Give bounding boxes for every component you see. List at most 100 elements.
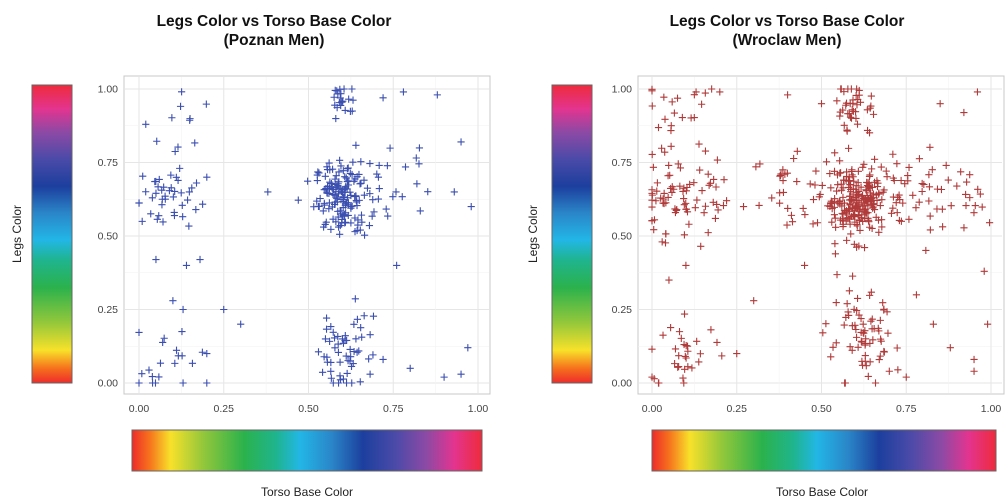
y-tick-label: 0.00: [98, 378, 119, 390]
data-point: [648, 345, 656, 353]
data-point: [319, 207, 327, 215]
data-point: [314, 348, 323, 356]
data-point: [970, 367, 978, 375]
data-point: [341, 106, 349, 114]
data-point: [135, 328, 143, 337]
data-point: [867, 288, 875, 296]
data-point: [365, 355, 373, 363]
data-point: [926, 226, 934, 234]
data-point: [664, 193, 672, 202]
data-point: [844, 308, 852, 316]
data-point: [334, 348, 343, 356]
x-tick-label: 1.00: [468, 403, 489, 415]
data-point: [365, 221, 374, 230]
data-point: [828, 218, 836, 226]
data-point: [374, 173, 383, 181]
data-point: [160, 334, 168, 342]
data-point: [830, 167, 839, 175]
data-point: [980, 267, 988, 275]
data-point: [793, 177, 801, 186]
data-point: [680, 310, 689, 318]
data-point: [203, 379, 211, 387]
data-point: [682, 342, 690, 350]
data-point: [155, 212, 163, 220]
x-colorbar: [651, 429, 997, 472]
data-point: [866, 358, 874, 366]
data-point: [868, 224, 876, 233]
data-point: [192, 206, 200, 214]
data-point: [842, 210, 851, 218]
data-point: [179, 213, 187, 221]
data-point: [781, 170, 789, 178]
data-point: [336, 156, 344, 164]
data-point: [985, 219, 994, 227]
data-point: [330, 93, 338, 101]
data-point: [648, 85, 656, 93]
data-point: [354, 216, 362, 224]
data-point: [331, 344, 339, 352]
data-point: [172, 173, 180, 181]
data-point: [809, 195, 818, 204]
data-point: [341, 218, 350, 226]
data-point: [369, 312, 378, 320]
data-point: [878, 216, 886, 224]
data-point: [375, 184, 383, 193]
data-point: [352, 141, 360, 149]
data-point: [812, 167, 820, 175]
data-point: [328, 203, 336, 211]
data-point: [837, 85, 845, 93]
data-point: [893, 209, 901, 217]
data-point: [827, 353, 835, 361]
data-point: [857, 199, 865, 207]
data-point: [858, 338, 866, 346]
data-point: [356, 180, 364, 188]
data-point: [851, 321, 859, 329]
data-point: [837, 186, 846, 194]
data-point: [665, 161, 673, 169]
data-point: [329, 328, 337, 336]
data-point: [351, 228, 359, 236]
data-point: [811, 181, 819, 189]
data-point: [970, 209, 978, 217]
data-point: [681, 352, 689, 361]
data-point: [649, 163, 657, 171]
data-point: [415, 144, 424, 152]
data-point: [691, 204, 699, 212]
y-tick-label: 0.50: [612, 231, 633, 243]
data-point: [878, 196, 886, 204]
data-point: [237, 320, 245, 328]
data-point: [698, 186, 706, 195]
data-point: [698, 100, 706, 108]
y-tick-label: 0.75: [612, 157, 633, 169]
data-point: [857, 183, 865, 191]
data-point: [648, 191, 657, 199]
data-point: [697, 242, 705, 250]
data-point: [375, 161, 383, 170]
data-point: [852, 182, 860, 190]
data-point: [148, 379, 157, 387]
data-point: [926, 143, 934, 151]
data-point: [966, 194, 974, 202]
data-point: [667, 324, 675, 332]
data-point: [356, 378, 364, 386]
data-point: [360, 176, 368, 184]
data-point: [750, 297, 758, 305]
data-point: [341, 201, 349, 209]
data-point: [864, 179, 872, 187]
data-point: [829, 343, 837, 351]
data-point: [346, 107, 354, 115]
data-point: [353, 201, 361, 210]
data-point: [174, 143, 182, 151]
data-point: [152, 189, 160, 197]
data-point: [877, 337, 885, 345]
data-point: [880, 348, 888, 356]
data-point: [360, 191, 368, 199]
data-point: [856, 226, 864, 235]
data-point: [350, 177, 358, 185]
y-axis-label: Legs Color: [10, 205, 24, 263]
data-points: [135, 85, 475, 387]
data-point: [840, 121, 848, 129]
data-point: [650, 226, 658, 234]
data-point: [399, 88, 408, 96]
data-point: [867, 102, 875, 110]
